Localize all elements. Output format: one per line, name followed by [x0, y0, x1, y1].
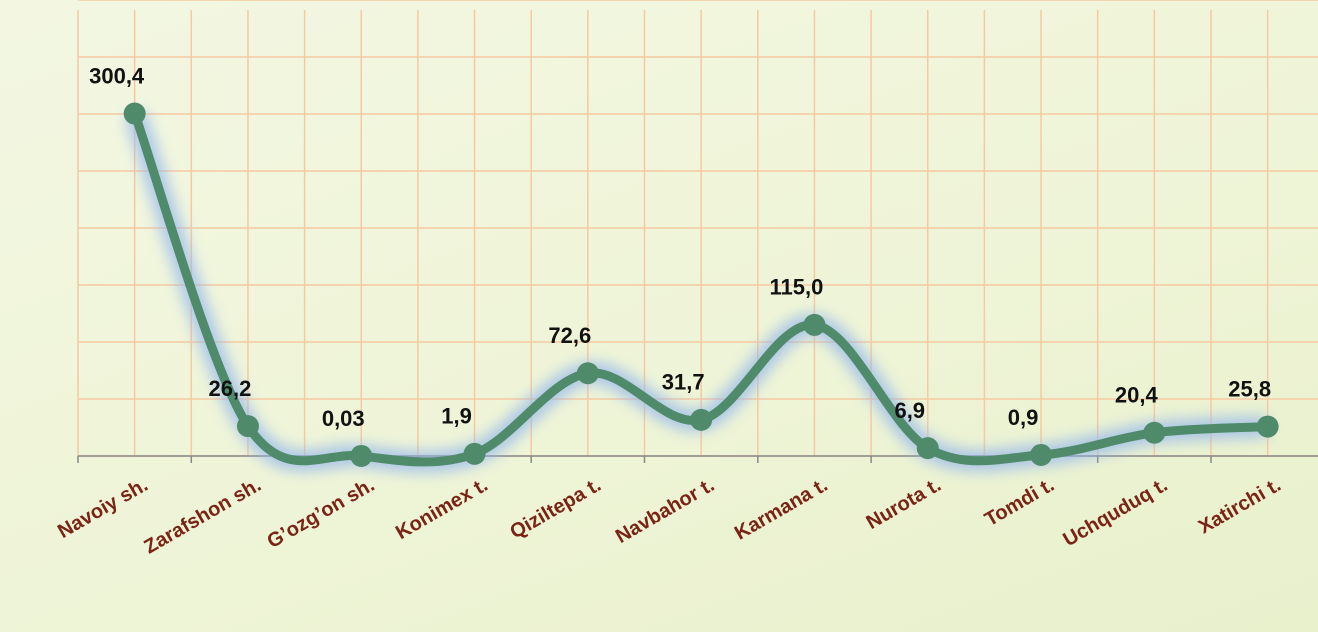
- marker: [236, 415, 259, 438]
- x-tick-label: G’ozg’on sh.: [263, 474, 378, 553]
- plot: 300,4 26,2 0,03 1,9 72,6 31,7 115,0 6,9 0,9 20,4 2…: [89, 63, 1279, 473]
- x-tick-label: Zarafshon sh.: [141, 474, 266, 559]
- x-tick-label: Tomdi t.: [981, 474, 1058, 531]
- marker: [690, 408, 713, 431]
- value-label: 26,2: [209, 376, 252, 401]
- x-tick-label: Xatirchi t.: [1195, 474, 1285, 539]
- value-label: 72,6: [548, 323, 591, 348]
- marker: [576, 362, 599, 385]
- marker: [1143, 421, 1166, 444]
- x-tick-label: Nurota t.: [863, 474, 945, 534]
- value-label: 0,03: [322, 406, 365, 431]
- marker: [350, 444, 373, 467]
- marker: [123, 102, 146, 125]
- marker: [916, 437, 939, 460]
- marker: [1030, 443, 1053, 466]
- x-tick-label: Navoiy sh.: [54, 474, 152, 543]
- x-tick-label: Uchquduq t.: [1059, 474, 1171, 551]
- value-label: 0,9: [1008, 405, 1039, 430]
- x-tick-label: Konimex t.: [392, 474, 492, 544]
- value-label: 20,4: [1115, 383, 1159, 408]
- value-label: 31,7: [662, 370, 705, 395]
- value-label: 115,0: [770, 275, 824, 300]
- x-tick-label: Karmana t.: [731, 474, 832, 545]
- value-label: 25,8: [1228, 376, 1271, 401]
- marker: [463, 442, 486, 465]
- value-label: 300,4: [89, 63, 145, 88]
- value-label: 1,9: [441, 404, 472, 429]
- value-label: 6,9: [894, 398, 925, 423]
- x-tick-label: Navbahor t.: [612, 474, 718, 548]
- marker: [1256, 415, 1279, 438]
- marker: [803, 313, 826, 336]
- x-tick-label: Qiziltepa t.: [506, 474, 605, 544]
